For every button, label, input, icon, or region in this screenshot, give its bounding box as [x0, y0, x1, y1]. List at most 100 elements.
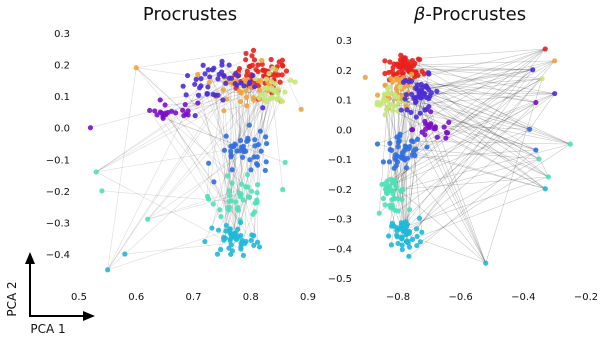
right-data-point	[384, 190, 390, 197]
right-data-point	[413, 69, 419, 75]
left-data-point	[237, 99, 244, 105]
left-data-point	[215, 92, 221, 98]
left-link-line	[208, 69, 219, 96]
left-data-point	[268, 78, 275, 85]
left-data-point	[262, 68, 269, 74]
left-data-point	[277, 79, 283, 85]
left-data-point	[256, 95, 262, 101]
right-data-point	[414, 242, 420, 249]
left-link-line	[182, 86, 233, 170]
right-link-line	[396, 78, 543, 229]
right-data-point	[415, 56, 422, 62]
left-link-line	[271, 87, 283, 190]
right-data-point	[374, 92, 381, 98]
right-data-point	[542, 46, 548, 52]
right-data-point	[381, 181, 388, 187]
right-link-line	[408, 148, 540, 160]
pca-y-label: PCA 2	[5, 281, 19, 316]
left-data-point	[257, 87, 263, 93]
right-data-point	[446, 119, 452, 125]
right-data-point	[392, 178, 398, 184]
left-data-point	[228, 75, 235, 81]
left-data-point	[227, 237, 233, 243]
right-link-line	[428, 126, 546, 190]
right-data-point	[405, 238, 411, 244]
right-data-point	[412, 152, 418, 159]
right-data-point	[422, 107, 428, 113]
right-data-point	[419, 129, 425, 135]
left-data-point	[256, 244, 263, 250]
right-data-point	[552, 58, 558, 64]
left-data-point	[249, 188, 255, 194]
right-data-point	[542, 186, 548, 192]
left-data-point	[288, 77, 294, 83]
right-link-line	[395, 96, 540, 160]
left-data-point	[219, 62, 225, 68]
right-link-line	[389, 128, 530, 187]
left-data-point	[195, 71, 201, 78]
right-data-point	[428, 109, 434, 115]
left-link-line	[202, 65, 266, 171]
left-data-point	[242, 240, 248, 247]
right-data-point	[397, 84, 403, 90]
right-data-point	[381, 96, 387, 102]
right-data-point	[421, 91, 427, 97]
left-data-point	[279, 72, 285, 78]
right-data-point	[391, 195, 397, 202]
left-data-point	[210, 201, 216, 207]
right-link-line	[391, 226, 395, 245]
left-data-point	[230, 231, 236, 238]
right-link-line	[394, 158, 540, 199]
left-data-point	[195, 92, 202, 98]
left-data-point	[202, 238, 208, 245]
left-data-point	[252, 209, 258, 215]
right-link-line	[428, 48, 546, 99]
right-data-point	[400, 70, 406, 76]
left-data-point	[279, 62, 285, 68]
left-data-point	[152, 108, 158, 114]
right-link-line	[413, 151, 546, 190]
left-data-point	[180, 83, 186, 89]
left-data-point	[209, 225, 215, 231]
right-data-point	[434, 88, 440, 94]
left-data-point	[99, 188, 105, 194]
right-link-line	[397, 64, 571, 145]
right-link-line	[407, 85, 571, 145]
left-link-line	[199, 87, 231, 229]
left-data-point	[262, 96, 268, 102]
right-data-point	[545, 174, 552, 180]
right-data-point	[483, 260, 489, 266]
right-data-point	[394, 232, 400, 238]
right-data-point	[399, 242, 405, 248]
left-data-point	[279, 57, 286, 63]
left-data-point	[230, 144, 236, 150]
right-data-point	[395, 139, 401, 145]
right-data-point	[426, 71, 432, 77]
left-link-line	[223, 83, 236, 238]
left-link-line	[160, 111, 252, 192]
left-data-point	[264, 85, 270, 91]
right-data-point	[389, 147, 395, 153]
right-link-line	[408, 149, 537, 257]
right-data-point	[417, 110, 423, 116]
right-data-point	[432, 124, 439, 130]
right-y-tick-label: −0.1	[328, 155, 352, 166]
left-link-line	[147, 145, 256, 220]
left-data-point	[219, 69, 225, 75]
left-data-point	[275, 90, 281, 97]
right-link-line	[400, 48, 546, 61]
left-data-point	[247, 157, 253, 163]
left-data-point	[246, 122, 252, 128]
right-link-line	[409, 48, 546, 81]
left-data-point	[250, 47, 257, 53]
right-data-point	[395, 143, 401, 150]
left-data-point	[257, 128, 263, 134]
left-data-point	[220, 97, 226, 103]
left-link-line	[253, 202, 258, 236]
right-data-point	[536, 156, 542, 162]
right-link-line	[403, 158, 540, 232]
left-data-point	[258, 148, 264, 154]
right-data-point	[374, 99, 380, 105]
left-data-point	[240, 197, 246, 203]
left-y-tick-label: 0.3	[54, 29, 70, 40]
